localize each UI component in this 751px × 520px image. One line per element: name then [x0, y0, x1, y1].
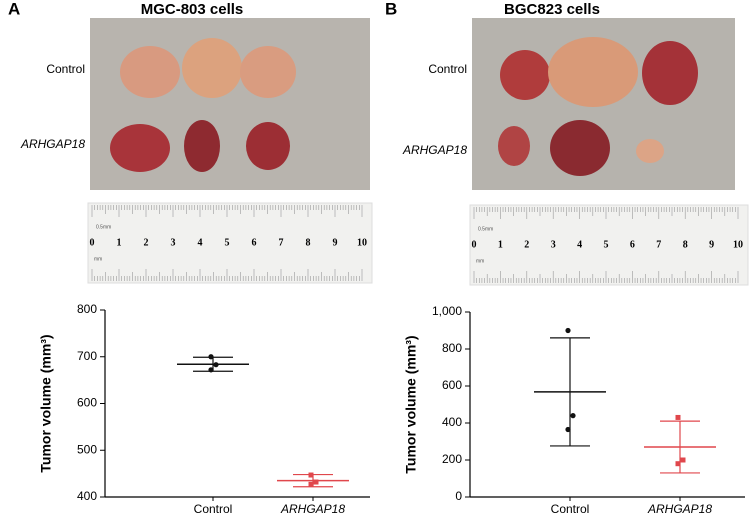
- data-point: [675, 414, 681, 420]
- ruler-number: 2: [144, 237, 149, 248]
- y-tick-label: 1,000: [432, 304, 462, 318]
- data-point: [208, 354, 214, 360]
- ruler-unit: mm: [476, 258, 484, 264]
- data-point: [680, 457, 686, 463]
- ruler-number: 3: [171, 237, 176, 248]
- ruler-number: 8: [683, 239, 688, 250]
- data-point: [213, 362, 219, 368]
- ruler-number: 2: [524, 239, 529, 250]
- y-tick-label: 200: [442, 452, 462, 466]
- ruler-number: 5: [604, 239, 609, 250]
- y-tick-label: 500: [77, 442, 97, 456]
- x-tick-label: ARHGAP18: [280, 502, 345, 515]
- panel-letter: A: [8, 0, 20, 18]
- y-tick-label: 800: [77, 302, 97, 316]
- photo-label: Control: [46, 62, 85, 76]
- y-tick-label: 600: [442, 378, 462, 392]
- ruler-number: 7: [656, 239, 661, 250]
- y-tick-label: 600: [77, 396, 97, 410]
- panel-title: BGC823 cells: [504, 1, 600, 18]
- ruler-number: 1: [498, 239, 503, 250]
- ruler-number: 10: [357, 237, 367, 248]
- y-tick-label: 400: [77, 489, 97, 503]
- ruler-unit: mm: [94, 256, 102, 262]
- ruler-number: 7: [279, 237, 284, 248]
- ruler-number: 4: [577, 239, 582, 250]
- data-point: [675, 461, 681, 467]
- y-tick-label: 800: [442, 341, 462, 355]
- ruler-number: 0: [90, 237, 95, 248]
- photo-a: [90, 18, 370, 190]
- photo-label: ARHGAP18: [20, 137, 85, 151]
- panel-title: MGC-803 cells: [141, 1, 244, 18]
- ruler-number: 8: [306, 237, 311, 248]
- data-point: [308, 472, 314, 478]
- ruler-number: 4: [198, 237, 203, 248]
- y-tick-label: 0: [455, 489, 462, 503]
- ruler-number: 0: [472, 239, 477, 250]
- y-axis-label: Tumor volume (mm³): [403, 335, 419, 473]
- photo-label: Control: [428, 62, 467, 76]
- ruler-number: 9: [333, 237, 338, 248]
- photo-b: [472, 18, 735, 190]
- ruler-unit: 0.5mm: [96, 224, 111, 230]
- ruler-unit: 0.5mm: [478, 226, 493, 232]
- ruler-a: [87, 202, 373, 284]
- y-tick-label: 700: [77, 349, 97, 363]
- data-point: [570, 413, 576, 419]
- x-tick-label: Control: [551, 502, 590, 515]
- panel-letter: B: [385, 0, 397, 18]
- ruler-number: 6: [252, 237, 257, 248]
- ruler-number: 9: [709, 239, 714, 250]
- data-point: [565, 426, 571, 433]
- ruler-number: 10: [733, 239, 743, 250]
- ruler-b: [469, 204, 749, 286]
- photo-label: ARHGAP18: [402, 143, 467, 157]
- ruler-number: 3: [551, 239, 556, 250]
- ruler-number: 5: [225, 237, 230, 248]
- data-point: [313, 479, 319, 485]
- x-tick-label: ARHGAP18: [647, 502, 712, 515]
- x-tick-label: Control: [194, 502, 233, 515]
- data-point: [308, 481, 314, 487]
- data-point: [208, 367, 214, 373]
- data-point: [565, 327, 571, 334]
- ruler-number: 1: [117, 237, 122, 248]
- ruler-number: 6: [630, 239, 635, 250]
- y-axis-label: Tumor volume (mm³): [38, 334, 54, 472]
- y-tick-label: 400: [442, 415, 462, 429]
